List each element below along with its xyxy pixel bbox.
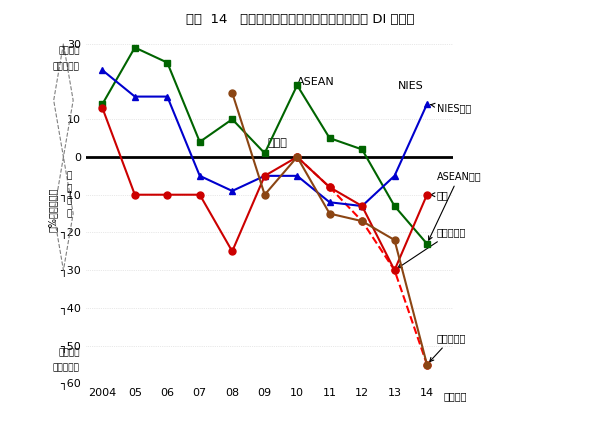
Text: 図表  14   拠点別にみた日本企業の収益満足度 DI の推移: 図表 14 拠点別にみた日本企業の収益満足度 DI の推移 <box>186 13 414 26</box>
Text: NIES回復: NIES回復 <box>431 103 471 113</box>
Text: 収
益
認
識: 収 益 認 識 <box>66 171 71 218</box>
Text: 「満足＋: 「満足＋ <box>58 47 80 56</box>
Y-axis label: （%ポイント）: （%ポイント） <box>47 188 58 232</box>
Text: インド低下: インド低下 <box>430 333 466 362</box>
Text: （年度）: （年度） <box>443 391 467 401</box>
Text: 中国: 中国 <box>431 190 448 200</box>
Text: 中国底打ち: 中国底打ち <box>398 227 466 268</box>
Text: ASEAN: ASEAN <box>297 77 335 87</box>
Text: インド: インド <box>268 138 288 148</box>
Text: 「不満＋: 「不満＋ <box>58 349 80 358</box>
Text: NIES: NIES <box>398 81 424 91</box>
Text: やや不満」: やや不満」 <box>53 364 80 373</box>
Text: ASEAN低下: ASEAN低下 <box>428 171 481 240</box>
Text: やや満足」: やや満足」 <box>53 62 80 71</box>
